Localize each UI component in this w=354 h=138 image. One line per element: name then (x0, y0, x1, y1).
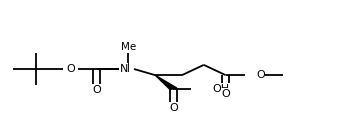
Text: O: O (92, 85, 101, 95)
Polygon shape (155, 75, 177, 90)
Text: O: O (169, 103, 178, 113)
Text: O: O (221, 89, 230, 99)
Text: N: N (120, 64, 128, 74)
Text: O: O (256, 70, 265, 80)
Text: Me: Me (121, 42, 136, 52)
Text: O: O (66, 64, 75, 74)
Text: OH: OH (212, 84, 229, 94)
